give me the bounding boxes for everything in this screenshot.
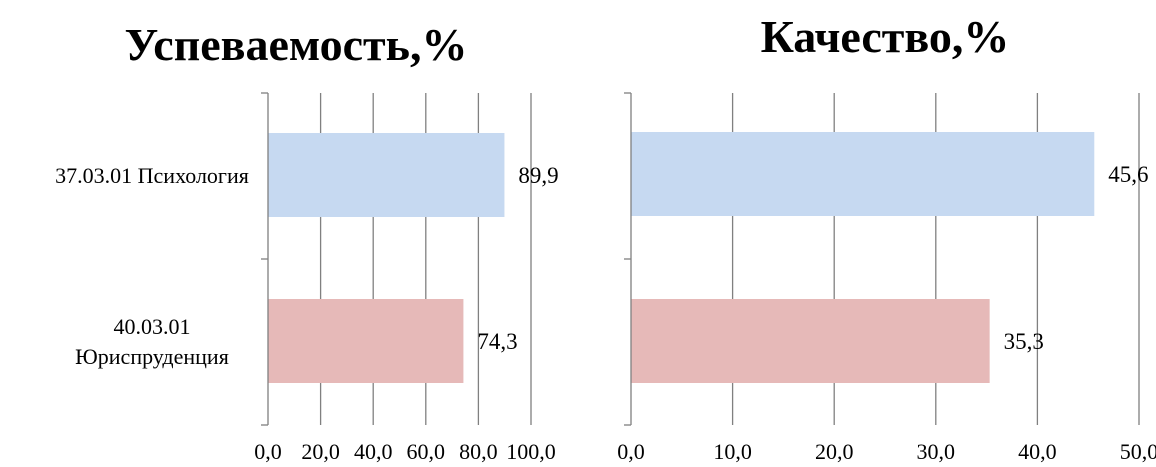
bar <box>631 132 1095 216</box>
chart-quality: Качество,% 0,0 10,0 20,0 30,0 40,0 50,0 45,6 3… <box>617 11 1156 464</box>
data-label: 89,9 <box>518 163 558 188</box>
chart-success-rate: Успеваемость,% 0,0 20,0 40,0 60,0 80,0 100,0 … <box>55 19 559 464</box>
chart-title: Успеваемость,% <box>125 19 468 70</box>
data-label: 74,3 <box>477 329 517 354</box>
bar <box>268 299 464 383</box>
value-axis-ticks: 0,0 20,0 40,0 60,0 80,0 100,0 <box>254 439 556 464</box>
tick-label: 50,0 <box>1120 439 1156 464</box>
category-label: 37.03.01 Психология <box>55 163 249 188</box>
tick-label: 40,0 <box>1018 439 1057 464</box>
tick-label: 60,0 <box>407 439 446 464</box>
tick-label: 10,0 <box>713 439 752 464</box>
data-label: 35,3 <box>1004 329 1044 354</box>
tick-label: 100,0 <box>506 439 556 464</box>
chart-title: Качество,% <box>761 11 1010 62</box>
tick-label: 20,0 <box>301 439 340 464</box>
bars <box>631 132 1095 383</box>
tick-label: 40,0 <box>354 439 393 464</box>
data-labels: 89,9 74,3 <box>477 163 558 354</box>
tick-label: 0,0 <box>254 439 282 464</box>
category-labels: 37.03.01 Психология 40.03.01 Юриспруденция <box>55 163 249 369</box>
category-axis <box>261 92 269 426</box>
tick-label: 30,0 <box>917 439 956 464</box>
tick-label: 80,0 <box>459 439 498 464</box>
tick-label: 20,0 <box>815 439 854 464</box>
bar <box>631 299 990 383</box>
category-label: 40.03.01 Юриспруденция <box>75 314 229 369</box>
value-axis-ticks: 0,0 10,0 20,0 30,0 40,0 50,0 <box>617 439 1156 464</box>
bars <box>268 133 505 383</box>
category-axis <box>624 92 632 426</box>
data-labels: 45,6 35,3 <box>1004 162 1149 354</box>
data-label: 45,6 <box>1108 162 1148 187</box>
bar <box>268 133 505 217</box>
tick-label: 0,0 <box>617 439 645 464</box>
